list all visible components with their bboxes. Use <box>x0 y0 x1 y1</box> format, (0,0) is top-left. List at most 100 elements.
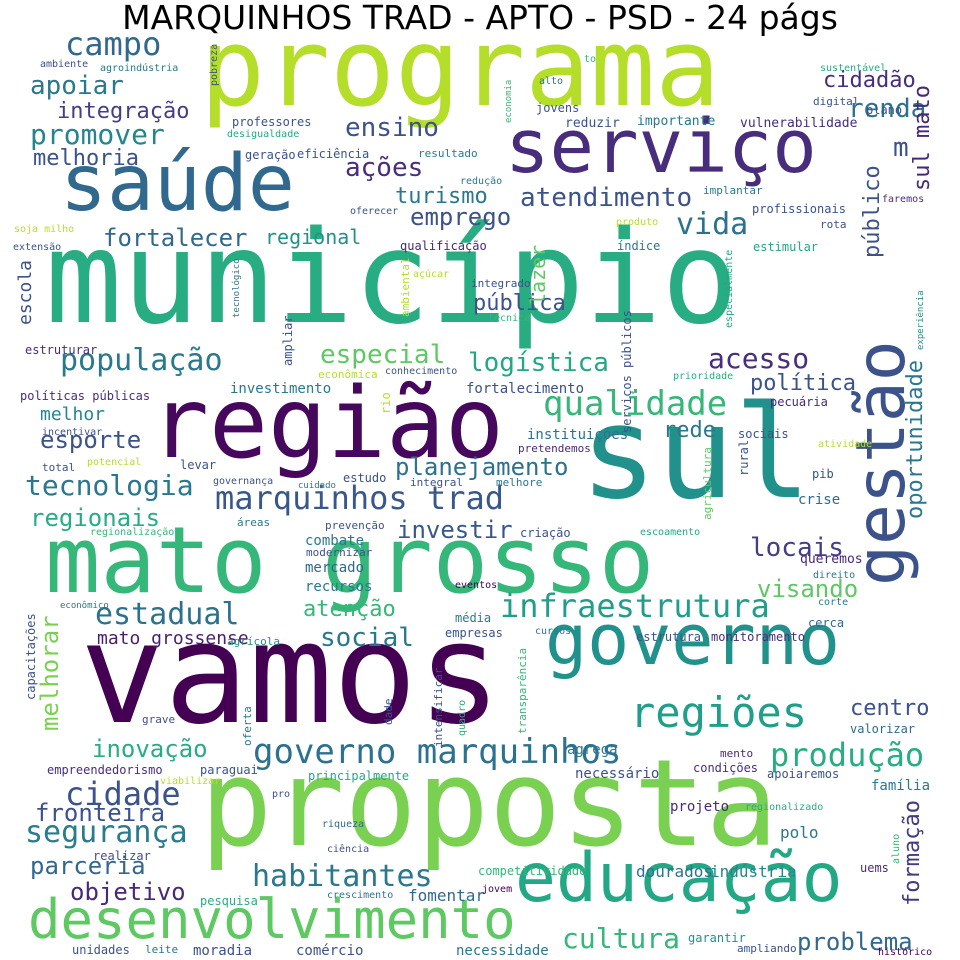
word-paraguai: paraguai <box>200 763 258 777</box>
word-lazer: lazer <box>526 244 550 305</box>
word-desenvolvimento: desenvolvimento <box>28 888 516 951</box>
word-politicas-publicas: políticas públicas <box>20 389 151 403</box>
word-governo-marquinhos: governo marquinhos <box>253 732 622 772</box>
word-faremos: faremos <box>882 194 925 205</box>
word-melhoria: melhoria <box>33 146 139 171</box>
word-especialmente: especialmente <box>724 249 735 328</box>
word-locais: locais <box>750 533 844 563</box>
word-publica: pública <box>473 291 566 316</box>
word-valorizar: valorizar <box>850 722 916 736</box>
word-melhorar: melhorar <box>36 615 64 731</box>
word-dade: dade <box>382 698 395 726</box>
word-plano: plano <box>866 103 903 117</box>
word-integral: integral <box>410 476 463 489</box>
word-estimular: estimular <box>753 240 819 254</box>
word-infraestrutura: infraestrutura <box>500 587 770 625</box>
word-condicoes: condições <box>693 761 759 775</box>
word-campo: campo <box>65 25 162 63</box>
word-proposta: proposta <box>200 735 778 874</box>
word-atendimento: atendimento <box>520 183 693 213</box>
word-cidade: cidade <box>65 775 181 813</box>
word-estadual: estadual <box>95 597 240 632</box>
word-importante: importante <box>637 114 716 129</box>
word-transparencia: transparência <box>516 647 529 734</box>
word-investir: investir <box>397 516 513 544</box>
word-recursos: recursos <box>305 579 373 595</box>
word-criacao: criação <box>520 526 571 540</box>
word-renda: renda <box>848 94 927 124</box>
word-ambiente: ambiente <box>40 59 89 70</box>
word-produto: produto <box>616 217 659 228</box>
word-estrutura: estrutura <box>636 630 702 644</box>
word-problema: problema <box>797 928 913 956</box>
word-populacao: população <box>60 343 223 378</box>
word-regiao: região <box>150 367 505 481</box>
word-governo: governo <box>545 599 841 681</box>
word-melhore: melhore <box>496 476 543 489</box>
word-seguranca: segurança <box>25 815 188 850</box>
word-pobreza: pobreza <box>209 43 220 86</box>
word-necessidade: necessidade <box>456 943 549 959</box>
word-industria: indústria <box>710 862 797 881</box>
word-tecnica: técnica <box>488 313 531 324</box>
word-conhecimento: conhecimento <box>385 366 458 377</box>
word-prioridade: prioridade <box>673 371 734 382</box>
word-implantar: implantar <box>703 184 763 197</box>
word-indice: índice <box>617 239 661 253</box>
word-leite: leite <box>145 943 179 956</box>
word-aluno: aluno <box>891 833 902 864</box>
word-integracao: integração <box>57 99 190 124</box>
word-oferecer: oferecer <box>350 206 399 217</box>
word-sustentavel: sustentável <box>820 63 887 74</box>
word-potencial: potencial <box>87 457 142 468</box>
word-soja-milho: soja milho <box>14 224 75 235</box>
word-formacao: formação <box>900 800 925 906</box>
word-experiencia: experiência <box>916 290 926 350</box>
word-economia: economia <box>504 79 514 123</box>
word-queremos: queremos <box>800 552 863 567</box>
word-integrado: integrado <box>471 277 531 290</box>
word-programa: programa <box>200 6 721 131</box>
word-direito: direito <box>813 570 856 581</box>
word-necessario: necessário <box>575 766 660 782</box>
word-principalmente: principalmente <box>308 769 410 783</box>
word-social: social <box>320 623 414 653</box>
word-mercado: mercado <box>305 560 365 576</box>
word-estudo: estudo <box>343 471 387 485</box>
word-escoamento: escoamento <box>640 527 701 538</box>
word-agricola: agrícola <box>227 635 280 648</box>
word-combate: combate <box>305 533 365 549</box>
word-reduzir: reduzir <box>565 116 620 131</box>
word-fomentar: fomentar <box>408 886 486 905</box>
word-uems: uems <box>860 861 889 875</box>
word-jovem: jovem <box>482 884 513 895</box>
word-intensificar: intensificar <box>432 667 445 747</box>
word-sul-mato: sul mato <box>910 85 935 191</box>
word-especial: especial <box>320 340 446 370</box>
word-eventos: eventos <box>455 580 498 591</box>
word-esporte: esporte <box>40 426 142 454</box>
word-realizar: realizar <box>93 849 151 863</box>
word-modernizar: modernizar <box>306 546 373 559</box>
word-oportunidade: oportunidade <box>903 360 928 519</box>
word-tecnologico: tecnológico <box>232 258 242 318</box>
word-pesquisa: pesquisa <box>200 894 258 908</box>
word-crescimento: crescimento <box>327 890 394 901</box>
word-unidades: unidades <box>72 943 130 957</box>
word-sociais: sociais <box>738 427 789 441</box>
word-rota: rota <box>820 218 847 231</box>
word-investimento: investimento <box>230 381 332 397</box>
word-digital: digital <box>813 95 860 108</box>
word-inovacao: inovação <box>92 735 208 763</box>
word-agricultura: agricultura <box>701 447 714 520</box>
word-promover: promover <box>30 118 165 151</box>
word-extensao: extensão <box>13 242 62 253</box>
word-atividade: atividade <box>818 439 873 450</box>
word-agroindustria: agroindústria <box>100 63 179 74</box>
word-rio: rio <box>379 392 393 414</box>
word-parceria: parceria <box>30 852 146 880</box>
word-reducao: redução <box>460 176 503 187</box>
word-tecnologia: tecnologia <box>25 469 194 502</box>
word-mato-grossense: mato grossense <box>97 628 249 649</box>
word-pib: pib <box>812 467 834 481</box>
